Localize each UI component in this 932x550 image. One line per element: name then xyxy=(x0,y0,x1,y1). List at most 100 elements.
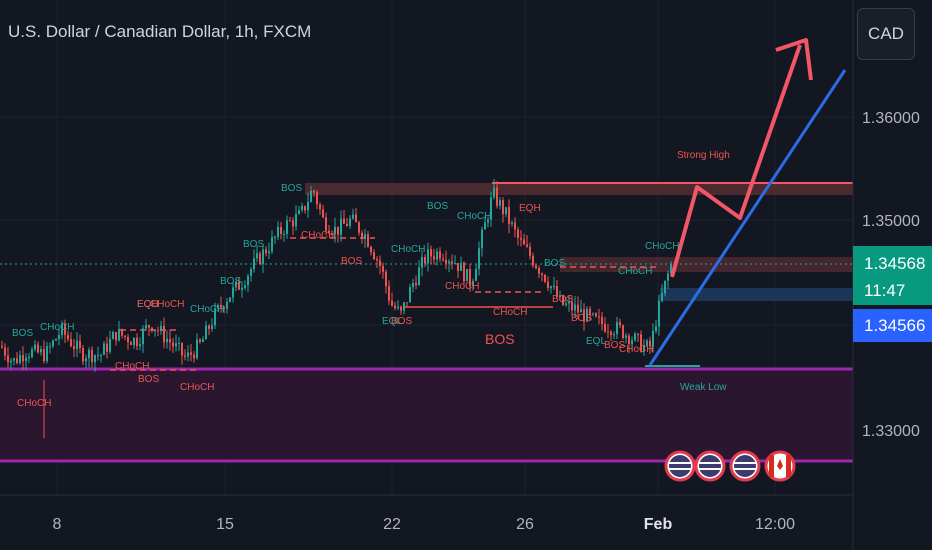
candle-body xyxy=(46,346,48,362)
candle-body xyxy=(553,286,555,288)
candle-body xyxy=(163,325,165,343)
candle-body xyxy=(304,206,306,211)
candle-body xyxy=(151,327,153,331)
candle-body xyxy=(451,261,453,264)
structure-label: BOS xyxy=(427,201,448,212)
candle-body xyxy=(190,352,192,355)
candle-body xyxy=(259,253,261,264)
candle-body xyxy=(292,220,294,227)
candle-body xyxy=(238,281,240,290)
fvg-zone[interactable] xyxy=(660,288,853,301)
candle-body xyxy=(271,237,273,252)
structure-label: EQL xyxy=(586,336,606,347)
candle-body xyxy=(586,308,588,322)
currency-button[interactable]: CAD xyxy=(857,8,915,60)
projection-arrow[interactable] xyxy=(670,44,802,278)
candle-body xyxy=(217,305,219,309)
candle-body xyxy=(607,331,609,333)
candle-body xyxy=(529,246,531,256)
candle-body xyxy=(208,325,210,329)
candle-body xyxy=(223,307,225,309)
structure-label: CHoCH xyxy=(619,344,653,355)
candle-body xyxy=(154,330,156,332)
structure-label: BOS xyxy=(552,294,573,305)
candle-body xyxy=(19,355,21,363)
candle-body xyxy=(232,287,234,298)
candle-body xyxy=(52,340,54,347)
structure-label: CHoCH xyxy=(457,211,491,222)
x-axis[interactable]: 8 15 22 26 Feb 12:00 xyxy=(53,516,796,533)
x-tick: 26 xyxy=(516,516,534,533)
structure-label: CHoCH xyxy=(645,241,679,252)
demand-zone[interactable] xyxy=(0,369,853,461)
candle-body xyxy=(592,313,594,315)
candle-body xyxy=(316,192,318,205)
us-flag-icon[interactable] xyxy=(664,450,696,482)
candle-body xyxy=(199,339,201,342)
bar-countdown: 11:47 xyxy=(864,281,906,300)
candle-body xyxy=(640,334,642,352)
structure-label: BOS xyxy=(243,239,264,250)
candle-body xyxy=(43,349,45,362)
candle-body xyxy=(142,328,144,345)
candle-body xyxy=(670,263,672,274)
candle-body xyxy=(193,354,195,359)
us-flag-icon[interactable] xyxy=(729,450,761,482)
candle-body xyxy=(4,347,6,356)
candle-body xyxy=(253,258,255,270)
candle-body xyxy=(94,355,96,363)
candle-body xyxy=(436,251,438,260)
candle-body xyxy=(520,237,522,240)
y-axis[interactable]: 1.36000 1.35000 1.33000 xyxy=(862,110,920,440)
candle-body xyxy=(172,342,174,347)
us-flag-icon[interactable] xyxy=(694,450,726,482)
candle-body xyxy=(7,355,9,363)
candle-body xyxy=(388,286,390,301)
candle-body xyxy=(361,232,363,239)
candle-body xyxy=(589,308,591,315)
candle-body xyxy=(295,213,297,227)
candle-body xyxy=(88,349,90,359)
candle-body xyxy=(562,295,564,305)
candle-body xyxy=(622,325,624,338)
candlesticks xyxy=(1,179,672,438)
candle-body xyxy=(241,287,243,290)
candle-body xyxy=(364,234,366,239)
structure-label: EQL xyxy=(382,316,402,327)
candle-body xyxy=(661,293,663,301)
candle-body xyxy=(616,322,618,335)
candle-body xyxy=(637,333,639,335)
structure-label: BOS xyxy=(138,374,159,385)
candle-body xyxy=(580,309,582,313)
candle-body xyxy=(157,330,159,332)
candle-body xyxy=(115,332,117,341)
candle-body xyxy=(28,356,30,358)
candle-body xyxy=(106,343,108,352)
candle-body xyxy=(469,269,471,287)
candle-body xyxy=(268,251,270,254)
candle-body xyxy=(184,355,186,357)
candle-body xyxy=(334,226,336,235)
candle-body xyxy=(598,316,600,318)
candle-body xyxy=(427,249,429,264)
structure-label: EQH xyxy=(137,299,159,310)
canada-flag-icon[interactable] xyxy=(764,450,796,482)
event-flags[interactable] xyxy=(664,450,796,482)
candle-body xyxy=(439,251,441,259)
blue-trendline[interactable] xyxy=(648,69,847,366)
candle-body xyxy=(406,302,408,304)
candle-body xyxy=(205,325,207,340)
candle-body xyxy=(433,256,435,260)
structure-label: CHoCH xyxy=(17,398,51,409)
candle-body xyxy=(418,267,420,286)
supply-zone-high[interactable] xyxy=(305,183,853,195)
candle-body xyxy=(475,268,477,281)
candle-body xyxy=(505,207,507,215)
candle-body xyxy=(37,344,39,353)
candle-body xyxy=(61,323,63,335)
candle-body xyxy=(367,234,369,247)
candle-body xyxy=(196,339,198,359)
structure-label: CHoCH xyxy=(40,322,74,333)
